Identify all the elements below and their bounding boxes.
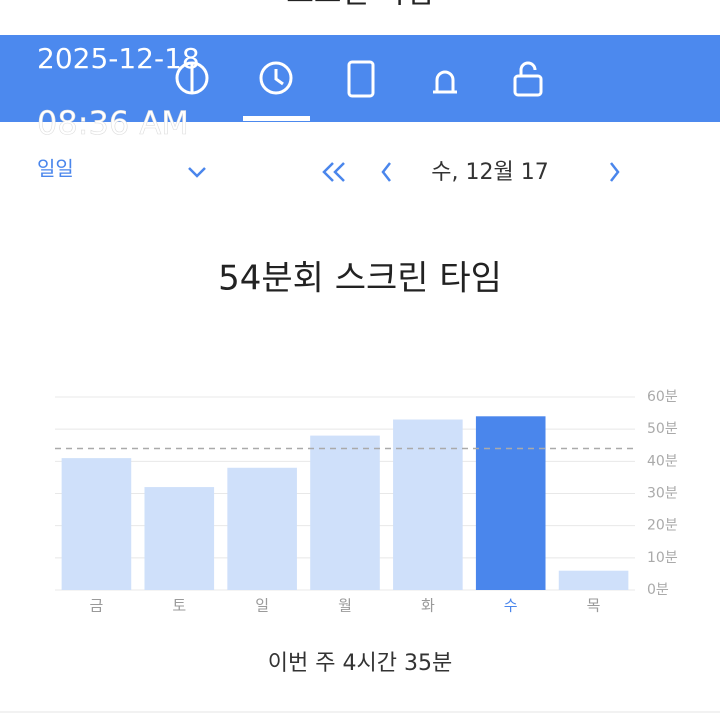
y-tick-label: 30분 xyxy=(647,486,678,502)
dropdown-arrow[interactable] xyxy=(188,167,206,178)
y-tick-label: 10분 xyxy=(647,550,678,566)
current-date: 수, 12월 17 xyxy=(431,160,548,185)
chart-footer: 이번 주 4시간 35분 xyxy=(268,651,452,676)
next-button[interactable] xyxy=(610,162,620,182)
bar xyxy=(144,487,215,590)
overlay-date: 2025-12-18 xyxy=(37,42,200,75)
y-tick-label: 60분 xyxy=(647,389,678,405)
tab-icons xyxy=(175,60,543,98)
app-title: 스크린 타임 xyxy=(286,0,434,11)
x-tick-label: 토 xyxy=(172,597,186,615)
x-tick-label: 수 xyxy=(504,597,518,615)
tab-apps[interactable] xyxy=(347,60,375,98)
y-tick-label: 40분 xyxy=(647,453,678,469)
x-tick-label: 화 xyxy=(421,597,435,615)
y-tick-label: 0분 xyxy=(647,582,669,598)
overlay-time: 08:36 AM xyxy=(37,104,189,142)
x-tick-label: 목 xyxy=(587,597,601,615)
x-tick-label: 일 xyxy=(255,597,269,615)
bar xyxy=(558,570,629,590)
first-button[interactable] xyxy=(322,162,345,182)
bar xyxy=(227,467,297,590)
tab-bar xyxy=(0,35,720,122)
bar xyxy=(310,435,380,590)
bar xyxy=(475,416,546,590)
y-tick-label: 20분 xyxy=(647,518,678,534)
period-select[interactable]: 일일 xyxy=(37,157,74,181)
chart-title: 54분회 스크린 타임 xyxy=(218,259,502,299)
tab-indicator xyxy=(243,116,310,121)
prev-button[interactable] xyxy=(381,162,391,182)
tab-alerts[interactable] xyxy=(433,70,457,94)
tab-screen-time[interactable] xyxy=(259,61,293,95)
y-tick-label: 50분 xyxy=(647,421,678,437)
x-tick-label: 월 xyxy=(338,597,352,615)
bar xyxy=(61,458,132,590)
x-tick-label: 금 xyxy=(90,597,104,615)
tab-lock[interactable] xyxy=(513,74,543,97)
bar xyxy=(393,419,463,590)
